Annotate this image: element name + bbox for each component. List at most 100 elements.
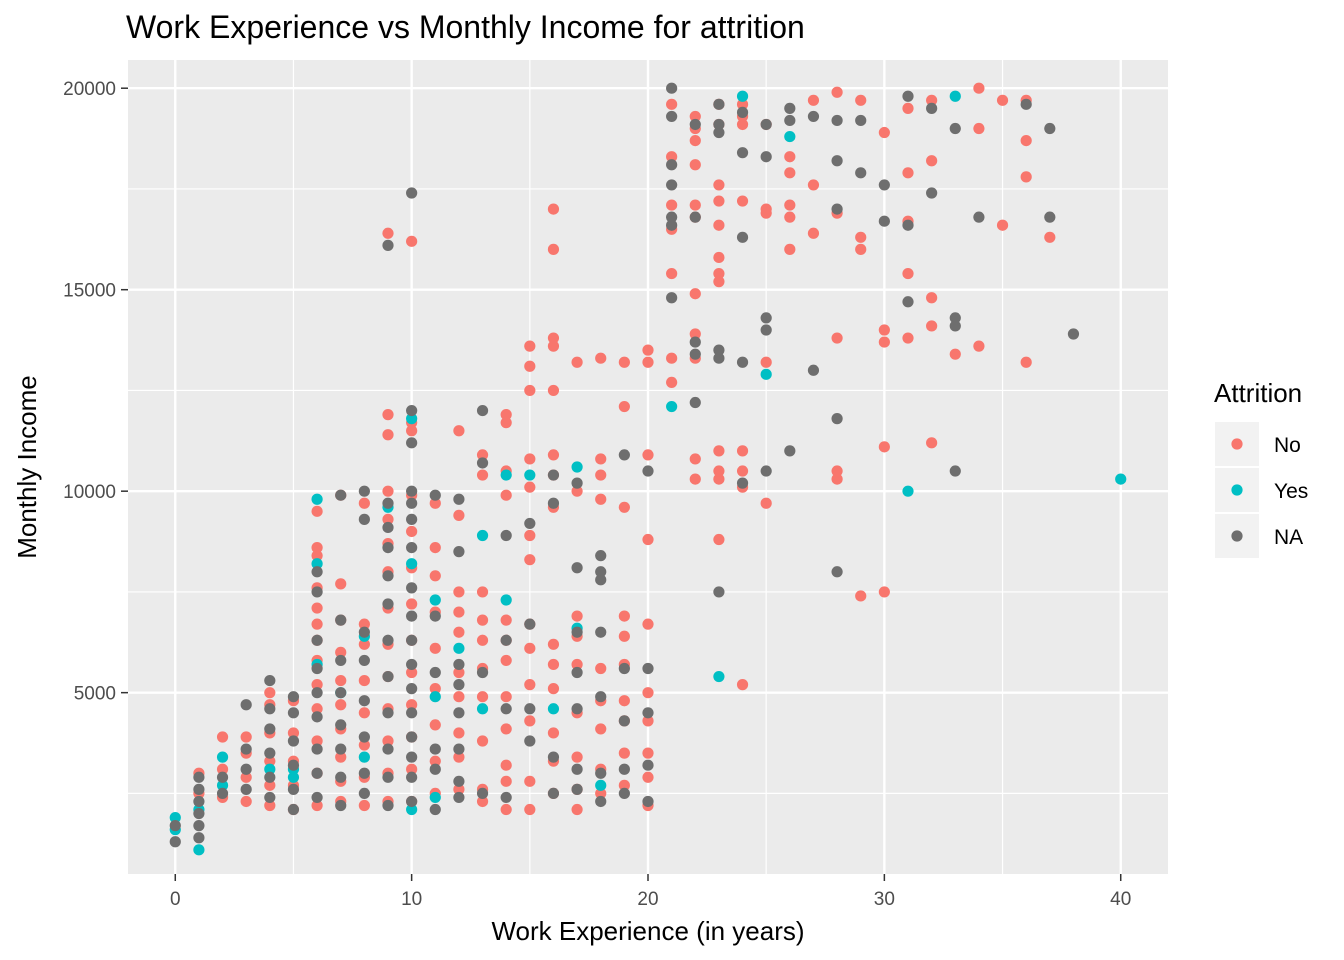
point-na [453, 546, 465, 558]
point-no [807, 94, 820, 106]
point-na [618, 715, 630, 727]
legend: Attrition No Yes NA [1214, 378, 1308, 558]
chart-title: Work Experience vs Monthly Income for at… [126, 9, 805, 45]
point-na [429, 763, 441, 775]
x-tick-label: 10 [401, 889, 422, 910]
point-no [642, 344, 654, 356]
point-no [595, 723, 607, 735]
point-na [1020, 98, 1032, 110]
point-no [382, 227, 394, 239]
point-na [666, 179, 678, 191]
point-no [760, 497, 772, 509]
point-no [689, 328, 701, 340]
point-na [240, 783, 252, 795]
point-no [453, 586, 465, 598]
point-no [406, 235, 418, 247]
point-na [406, 683, 418, 695]
x-tick-label: 30 [874, 889, 895, 910]
point-no [996, 219, 1009, 231]
point-no [855, 243, 867, 255]
point-no [453, 626, 465, 638]
point-no [1044, 231, 1056, 243]
point-na [689, 336, 701, 348]
point-no [453, 751, 465, 763]
point-na [689, 211, 701, 223]
point-no [524, 529, 536, 542]
point-na [264, 674, 276, 687]
point-na [287, 707, 300, 719]
point-no [973, 340, 985, 352]
point-no [524, 360, 536, 372]
point-no [595, 662, 607, 675]
point-yes [311, 558, 323, 570]
point-no [500, 803, 512, 816]
point-no [713, 533, 725, 546]
point-no [807, 179, 820, 191]
point-no [524, 384, 536, 397]
point-na [949, 122, 961, 135]
point-no [1020, 356, 1032, 368]
point-na [406, 707, 418, 719]
point-no [500, 614, 512, 626]
point-na [736, 477, 749, 489]
point-na [831, 413, 843, 425]
point-no [642, 618, 654, 630]
point-na [406, 404, 418, 417]
point-na [335, 743, 347, 755]
point-no [264, 687, 276, 699]
point-no [358, 497, 370, 509]
point-na [429, 803, 441, 816]
legend-key-na [1231, 530, 1243, 542]
point-no [878, 586, 890, 598]
point-na [713, 352, 725, 364]
point-no [311, 602, 323, 614]
point-na [807, 364, 820, 376]
point-no [547, 658, 560, 671]
point-no [571, 658, 583, 671]
point-na [382, 570, 394, 582]
point-no [878, 441, 890, 453]
point-na [642, 662, 654, 675]
point-no [547, 384, 560, 397]
point-no [240, 771, 252, 783]
point-no [476, 735, 489, 747]
point-na [193, 795, 205, 808]
point-na [406, 610, 418, 622]
point-no [571, 751, 583, 763]
point-no [713, 473, 725, 485]
point-na [784, 102, 796, 114]
point-na [713, 118, 725, 131]
point-no [500, 723, 512, 735]
point-no [595, 469, 607, 481]
point-no [689, 288, 701, 300]
point-yes [713, 670, 725, 683]
point-no [736, 445, 749, 457]
point-yes [476, 529, 489, 542]
x-axis-title: Work Experience (in years) [491, 916, 804, 946]
point-na [736, 147, 749, 159]
point-na [240, 743, 252, 755]
point-no [524, 481, 536, 493]
point-na [831, 114, 843, 127]
point-na [311, 634, 323, 646]
point-no [878, 126, 890, 139]
legend-label-na: NA [1274, 526, 1303, 549]
point-na [973, 211, 985, 223]
point-no [595, 787, 607, 800]
point-na [382, 799, 394, 812]
point-na [855, 167, 867, 179]
point-no [500, 417, 512, 429]
point-no [618, 610, 630, 622]
point-no [406, 699, 418, 711]
point-na [831, 203, 843, 215]
point-na [547, 497, 560, 509]
point-no [547, 683, 560, 695]
point-yes [595, 779, 607, 791]
point-na [760, 118, 772, 131]
point-na [264, 723, 276, 735]
point-na [406, 437, 418, 449]
point-yes [571, 461, 583, 473]
point-na [453, 679, 465, 691]
point-na [547, 751, 560, 763]
point-na [358, 654, 370, 667]
